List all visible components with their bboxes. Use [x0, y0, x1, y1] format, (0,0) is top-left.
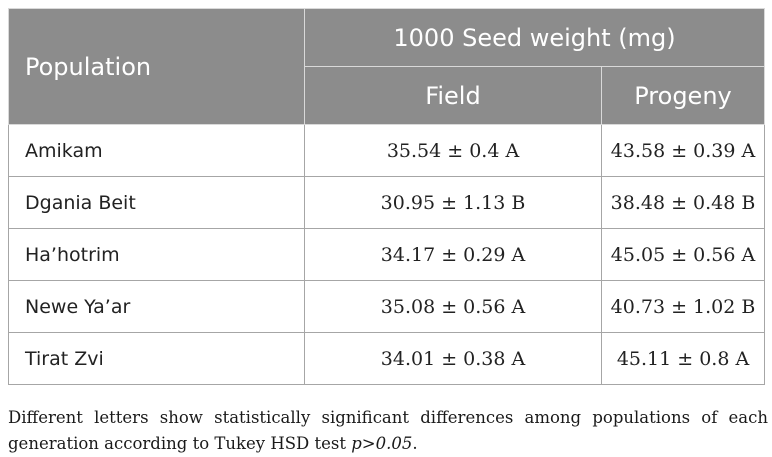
- population-cell: Ha’hotrim: [8, 228, 305, 281]
- seed-weight-table-container: Population 1000 Seed weight (mg) Field P…: [8, 8, 766, 385]
- footnote-end: .: [412, 433, 418, 453]
- progeny-value-cell: 45.05 ± 0.56 A: [600, 228, 766, 281]
- progeny-value-cell: 45.11 ± 0.8 A: [600, 332, 766, 385]
- field-value-cell: 35.54 ± 0.4 A: [304, 124, 602, 177]
- seed-weight-table: Population 1000 Seed weight (mg) Field P…: [8, 8, 766, 385]
- population-column-header: Population: [8, 8, 305, 125]
- table-row: Ha’hotrim 34.17 ± 0.29 A 45.05 ± 0.56 A: [8, 228, 766, 281]
- table-footnote: Different letters show statistically sig…: [8, 405, 768, 457]
- table-row: Newe Ya’ar 35.08 ± 0.56 A 40.73 ± 1.02 B: [8, 280, 766, 333]
- population-cell: Dgania Beit: [8, 176, 305, 229]
- progeny-value-cell: 43.58 ± 0.39 A: [600, 124, 766, 177]
- table-header: Population 1000 Seed weight (mg) Field P…: [8, 8, 766, 125]
- progeny-value-cell: 38.48 ± 0.48 B: [600, 176, 766, 229]
- population-cell: Amikam: [8, 124, 305, 177]
- table-row: Tirat Zvi 34.01 ± 0.38 A 45.11 ± 0.8 A: [8, 332, 766, 385]
- field-value-cell: 30.95 ± 1.13 B: [304, 176, 602, 229]
- table-body: Amikam 35.54 ± 0.4 A 43.58 ± 0.39 A Dgan…: [8, 124, 766, 385]
- population-cell: Newe Ya’ar: [8, 280, 305, 333]
- footnote-significance-level: p>0.05: [351, 433, 413, 453]
- table-row: Amikam 35.54 ± 0.4 A 43.58 ± 0.39 A: [8, 124, 766, 177]
- seed-weight-group-header: 1000 Seed weight (mg): [303, 8, 766, 67]
- progeny-column-header: Progeny: [600, 66, 766, 125]
- field-value-cell: 34.17 ± 0.29 A: [304, 228, 602, 281]
- field-value-cell: 34.01 ± 0.38 A: [304, 332, 602, 385]
- field-value-cell: 35.08 ± 0.56 A: [304, 280, 602, 333]
- progeny-value-cell: 40.73 ± 1.02 B: [600, 280, 766, 333]
- table-row: Dgania Beit 30.95 ± 1.13 B 38.48 ± 0.48 …: [8, 176, 766, 229]
- population-cell: Tirat Zvi: [8, 332, 305, 385]
- field-column-header: Field: [304, 66, 602, 125]
